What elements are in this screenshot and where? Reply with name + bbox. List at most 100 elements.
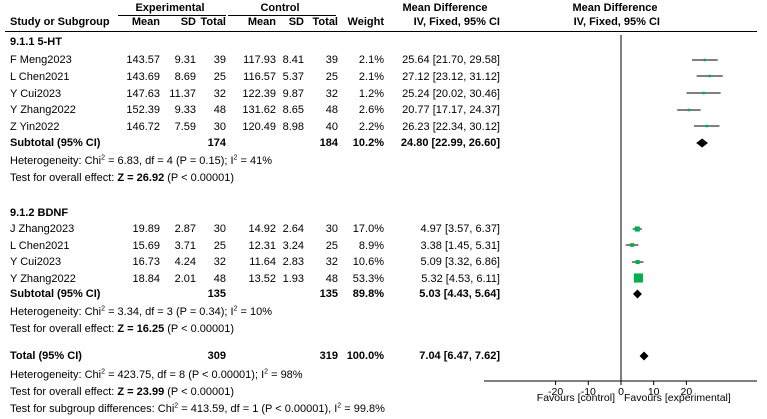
ci: 27.12 [23.12, 31.12] [402, 71, 500, 83]
experimental-header: Experimental [135, 2, 205, 14]
x-axis-tick-label: 20 [681, 386, 693, 398]
study-name: Y Cui2023 [10, 256, 62, 268]
overall-effect-text: Test for overall effect: Z = 16.25 (P < … [10, 323, 235, 335]
heterogeneity-text: Heterogeneity: Chi2 = 3.34, df = 3 (P = … [10, 305, 273, 318]
study-point-marker [687, 108, 691, 112]
ctrl-mean: 12.31 [248, 240, 276, 252]
subtotal-label: Subtotal (95% CI) [10, 137, 101, 149]
ctrl-total: 32 [325, 88, 338, 100]
ctrl-total: 48 [325, 273, 338, 285]
experimental-header-rule [118, 15, 226, 16]
weight: 10.6% [352, 256, 384, 268]
total-exp-total: 309 [207, 350, 226, 362]
exp-mean: 146.72 [126, 121, 160, 133]
study-name: L Chen2021 [10, 240, 70, 252]
subgroup-differences-text: Test for subgroup differences: Chi2 = 41… [10, 402, 385, 415]
x-axis-tick-label: 0 [618, 386, 624, 398]
ctrl-total: 48 [325, 104, 338, 116]
ctrl-mean: 14.92 [248, 223, 276, 235]
total-label: Total (95% CI) [10, 350, 82, 362]
exp-total: 48 [213, 104, 226, 116]
ci: 3.38 [1.45, 5.31] [420, 240, 500, 252]
exp-mean: 152.39 [126, 104, 160, 116]
ci: 4.97 [3.57, 6.37] [420, 223, 500, 235]
study-name: Z Yin2022 [10, 121, 60, 133]
ctrl-mean: 122.39 [242, 88, 276, 100]
ctrl-sd: 3.24 [282, 240, 304, 252]
ctrl-total: 25 [325, 71, 338, 83]
study-name: F Meng2023 [10, 54, 72, 66]
x-axis-tick-label: -10 [581, 386, 596, 398]
ci: 20.77 [17.17, 24.37] [402, 104, 500, 116]
header-rule [5, 31, 757, 32]
study-point-marker [702, 91, 705, 95]
ctrl-total: 32 [325, 256, 338, 268]
ctrl-sd: 1.93 [282, 273, 304, 285]
ctrl-sd-header: SD [288, 16, 304, 28]
subtotal-weight: 89.8% [352, 288, 384, 300]
weight: 2.1% [358, 71, 384, 83]
study-name: J Zhang2023 [10, 223, 75, 235]
exp-mean: 15.69 [132, 240, 160, 252]
exp-sd: 4.24 [174, 256, 196, 268]
ctrl-mean: 131.62 [242, 104, 276, 116]
exp-sd: 2.01 [174, 273, 196, 285]
study-point-marker [633, 273, 643, 283]
weight: 2.2% [358, 121, 384, 133]
exp-sd: 9.31 [174, 54, 196, 66]
ctrl-sd: 5.37 [282, 71, 304, 83]
weight: 8.9% [358, 240, 384, 252]
subtotal-ci: 24.80 [22.99, 26.60] [400, 137, 500, 149]
study-point-marker [703, 58, 707, 62]
exp-total-header: Total [200, 16, 226, 28]
weight: 2.6% [358, 104, 384, 116]
ctrl-total: 30 [325, 223, 338, 235]
weight: 17.0% [352, 223, 384, 235]
exp-mean: 143.69 [126, 71, 160, 83]
ci: 5.32 [4.53, 6.11] [421, 273, 500, 285]
exp-total: 25 [213, 71, 226, 83]
mean-difference-plot-header: Mean Difference [572, 2, 658, 14]
exp-total: 25 [213, 240, 226, 252]
subtotal-ctrl-total: 184 [319, 137, 338, 149]
exp-total: 30 [213, 223, 226, 235]
total-ci: 7.04 [6.47, 7.62] [419, 350, 500, 362]
mean-difference-header: Mean Difference [402, 2, 488, 14]
ctrl-mean: 13.52 [248, 273, 276, 285]
subtotal-weight: 10.2% [352, 137, 384, 149]
weight: 2.1% [358, 54, 384, 66]
x-axis-tick-label: 10 [648, 386, 660, 398]
ci: 25.24 [20.02, 30.46] [402, 88, 500, 100]
exp-mean: 19.89 [132, 223, 160, 235]
ctrl-total: 39 [325, 54, 338, 66]
control-header-rule [228, 15, 336, 16]
exp-total: 39 [213, 54, 226, 66]
method-plot-header: IV, Fixed, 95% CI [573, 16, 660, 28]
weight: 1.2% [358, 88, 384, 100]
total-overall-effect-text: Test for overall effect: Z = 23.99 (P < … [10, 386, 235, 398]
exp-sd: 8.69 [174, 71, 196, 83]
study-name: Y Zhang2022 [10, 104, 76, 116]
exp-mean: 147.63 [126, 88, 160, 100]
ctrl-mean-header: Mean [247, 16, 276, 28]
overall-effect-text: Test for overall effect: Z = 26.92 (P < … [10, 172, 235, 184]
method-header: IV, Fixed, 95% CI [413, 16, 500, 28]
study-point-marker [705, 124, 709, 128]
ctrl-total: 40 [325, 121, 338, 133]
study-name: L Chen2021 [10, 71, 70, 83]
control-header: Control [260, 2, 300, 14]
ctrl-mean: 11.64 [249, 256, 276, 268]
study-point-marker [635, 259, 640, 265]
subtotal-diamond [632, 289, 642, 299]
favours-control-label: Favours [control] [536, 392, 615, 404]
group-title: 9.1.1 5-HT [10, 36, 62, 48]
ctrl-mean: 117.93 [243, 54, 276, 66]
study-point-marker [630, 243, 634, 247]
exp-mean: 143.57 [126, 54, 160, 66]
ctrl-sd: 9.87 [282, 88, 304, 100]
group-title: 9.1.2 BDNF [10, 207, 69, 219]
exp-sd: 3.71 [174, 240, 196, 252]
weight-header: Weight [347, 16, 384, 28]
study-point-marker [634, 226, 640, 232]
total-ctrl-total: 319 [319, 350, 338, 362]
